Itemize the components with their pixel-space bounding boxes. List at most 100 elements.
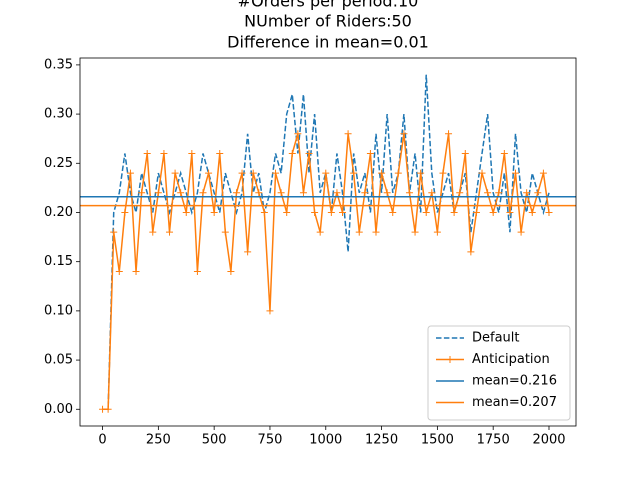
plot-frame	[79, 57, 577, 427]
data-point	[193, 268, 201, 276]
data-point	[160, 149, 168, 157]
data-point	[339, 208, 347, 216]
data-point	[445, 130, 453, 138]
data-point	[249, 169, 257, 177]
data-point	[489, 208, 497, 216]
data-point	[383, 189, 391, 197]
data-point	[154, 189, 162, 197]
data-point	[132, 268, 140, 276]
data-point	[138, 189, 146, 197]
data-point	[294, 130, 302, 138]
data-point	[305, 149, 313, 157]
x-tick-label: 750	[258, 433, 283, 448]
legend-box	[427, 325, 571, 421]
data-point	[439, 169, 447, 177]
data-point	[512, 169, 520, 177]
data-point	[188, 149, 196, 157]
chart-title: #Orders per period:10	[238, 0, 419, 11]
data-point	[115, 268, 123, 276]
y-tick-label: 0.05	[44, 353, 73, 368]
x-tick-label: 1250	[365, 433, 398, 448]
data-point	[456, 189, 464, 197]
data-point	[500, 149, 508, 157]
data-point	[333, 189, 341, 197]
data-point	[472, 208, 480, 216]
data-point	[182, 208, 190, 216]
data-point	[283, 208, 291, 216]
data-point	[484, 189, 492, 197]
data-point	[205, 169, 213, 177]
legend-label: Default	[472, 331, 520, 346]
data-point	[506, 208, 514, 216]
chart-title: NUmber of Riders:50	[244, 12, 412, 31]
data-point	[344, 130, 352, 138]
data-point	[121, 208, 129, 216]
y-tick-label: 0.35	[44, 57, 73, 72]
data-point	[411, 228, 419, 236]
data-point	[361, 189, 369, 197]
data-point	[372, 228, 380, 236]
data-point	[272, 169, 280, 177]
data-point	[210, 208, 218, 216]
y-tick-label: 0.25	[44, 156, 73, 171]
data-point	[545, 208, 553, 216]
data-point	[355, 228, 363, 236]
data-point	[216, 149, 224, 157]
data-point	[539, 169, 547, 177]
data-point	[149, 228, 157, 236]
data-point	[467, 248, 475, 256]
data-point	[221, 228, 229, 236]
data-point	[227, 268, 235, 276]
data-point	[405, 189, 413, 197]
legend-marker	[446, 356, 454, 363]
data-point	[143, 149, 151, 157]
y-tick-label: 0.20	[44, 205, 73, 220]
data-point	[327, 208, 335, 216]
y-tick-label: 0.30	[44, 107, 73, 122]
x-tick-label: 1000	[309, 433, 342, 448]
data-point	[417, 169, 425, 177]
data-point	[288, 149, 296, 157]
data-point	[316, 228, 324, 236]
y-tick-label: 0.15	[44, 254, 73, 269]
data-point	[517, 228, 525, 236]
data-point	[244, 248, 252, 256]
data-point	[299, 189, 307, 197]
data-point	[110, 228, 118, 236]
data-point	[311, 208, 319, 216]
chart-title: Difference in mean=0.01	[227, 33, 429, 52]
data-point	[238, 169, 246, 177]
data-point	[433, 228, 441, 236]
x-tick-label: 250	[146, 433, 171, 448]
data-point	[322, 169, 330, 177]
data-point	[260, 208, 268, 216]
data-point	[232, 189, 240, 197]
x-tick-label: 500	[202, 433, 227, 448]
x-tick-label: 1750	[477, 433, 510, 448]
data-point	[428, 189, 436, 197]
data-point	[389, 208, 397, 216]
data-point	[400, 130, 408, 138]
legend-label: Anticipation	[472, 352, 550, 367]
x-tick-label: 1500	[421, 433, 454, 448]
data-point	[104, 405, 112, 413]
data-point	[394, 169, 402, 177]
data-point	[166, 228, 174, 236]
legend-label: mean=0.216	[472, 374, 557, 389]
data-point	[199, 189, 207, 197]
data-point	[478, 169, 486, 177]
data-point	[255, 189, 263, 197]
legend: Default Anticipation mean=0.216 mean=0.207	[427, 325, 571, 421]
data-point	[534, 189, 542, 197]
data-point	[171, 169, 179, 177]
y-tick-label: 0.00	[44, 402, 73, 417]
y-tick-label: 0.10	[44, 303, 73, 318]
data-point	[177, 189, 185, 197]
legend-label: mean=0.207	[472, 395, 557, 410]
data-point	[523, 189, 531, 197]
data-point	[277, 189, 285, 197]
data-point	[450, 208, 458, 216]
data-point	[378, 169, 386, 177]
x-tick-label: 0	[98, 433, 106, 448]
